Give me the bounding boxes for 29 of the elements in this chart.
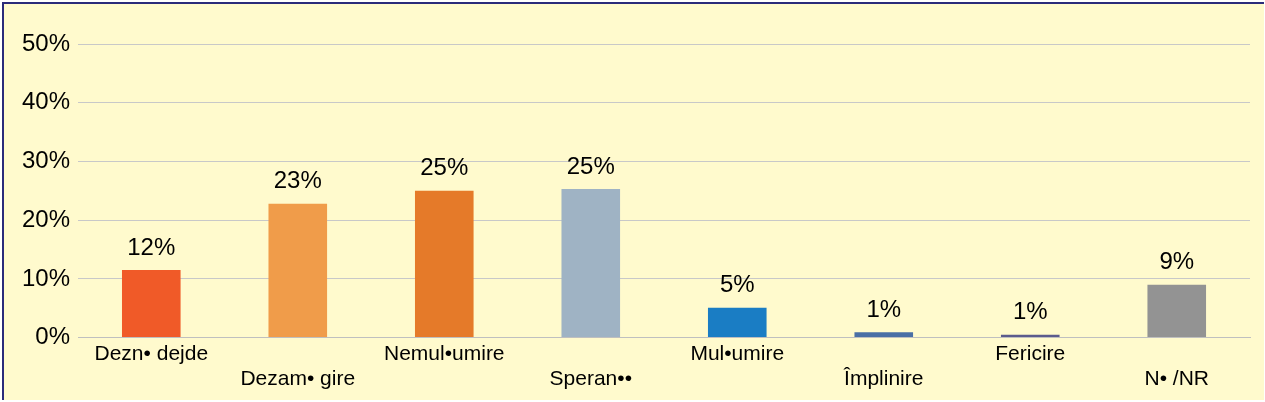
data-label: 1%	[866, 294, 902, 322]
y-tick-label: 50%	[21, 28, 71, 56]
data-label: 5%	[719, 270, 755, 298]
bar	[268, 203, 328, 338]
bar	[414, 190, 474, 338]
x-tick-label: Nemul•umire	[384, 341, 505, 364]
data-label: 25%	[566, 151, 615, 179]
bar	[121, 270, 181, 338]
data-label: 12%	[127, 232, 176, 260]
x-tick-label: Dezn• dejde	[94, 341, 209, 364]
bar	[707, 307, 767, 338]
y-tick-label: 40%	[21, 87, 71, 115]
data-label: 1%	[1012, 297, 1048, 325]
y-tick-label: 20%	[21, 204, 71, 232]
y-tick-label: 30%	[21, 146, 71, 174]
x-tick-label: Fericire	[995, 341, 1066, 364]
bar	[561, 189, 621, 338]
x-tick-label: Speran••	[549, 366, 632, 390]
x-tick-label: Dezam• gire	[240, 366, 356, 390]
data-label: 9%	[1159, 247, 1195, 275]
data-label: 25%	[420, 153, 469, 181]
x-tick-label: Împlinire	[843, 366, 924, 390]
bar	[1147, 284, 1207, 338]
x-tick-label: N• /NR	[1144, 366, 1210, 390]
y-tick-label: 0%	[35, 322, 71, 350]
data-label: 23%	[273, 166, 322, 194]
bar	[854, 332, 914, 338]
x-tick-label: Mul•umire	[690, 341, 785, 364]
y-tick-label: 10%	[21, 263, 71, 291]
